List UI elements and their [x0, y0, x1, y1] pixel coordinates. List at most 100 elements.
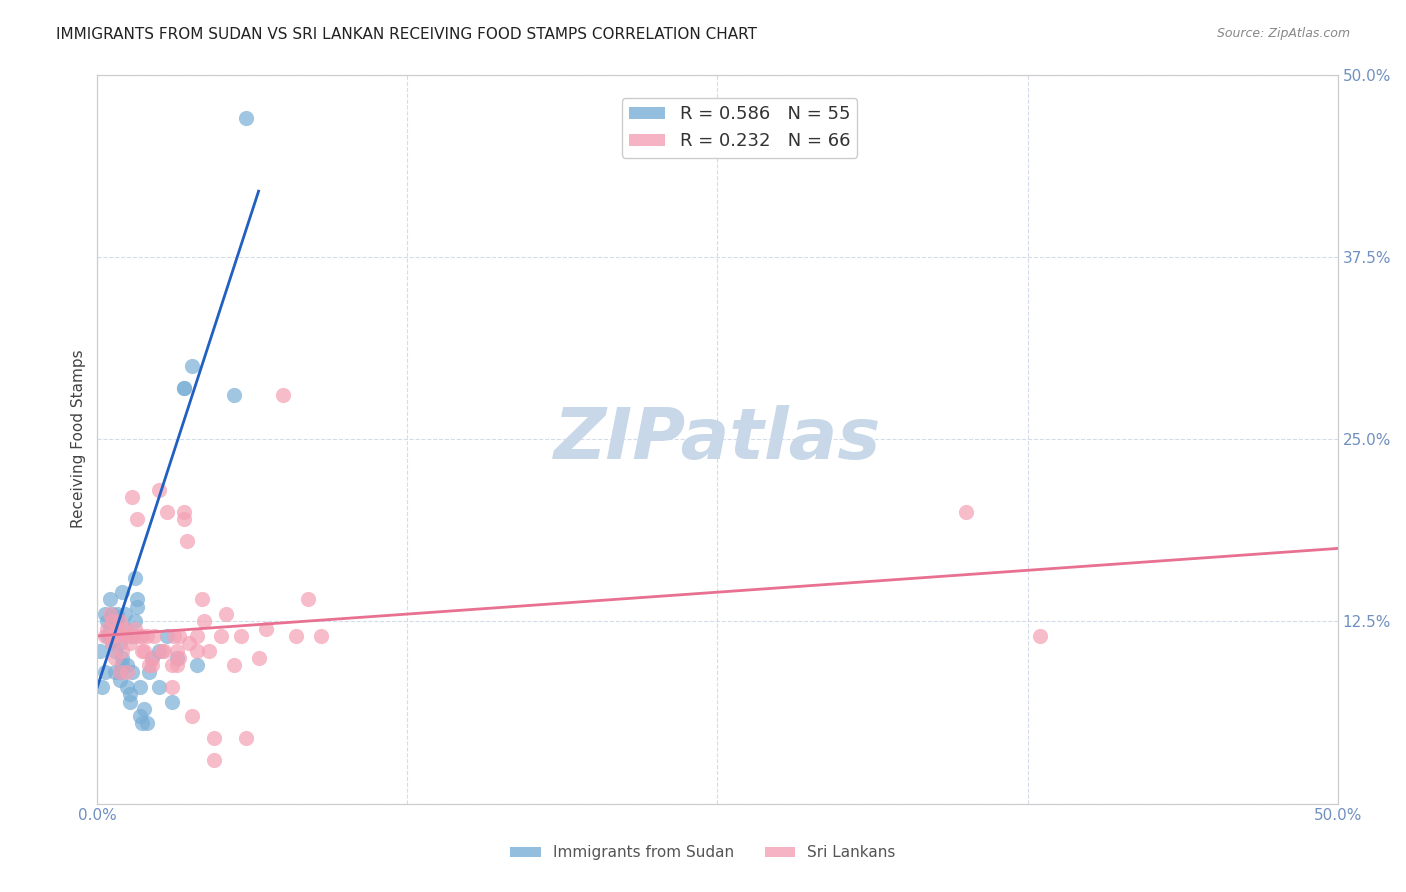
- Point: [101, 636, 124, 650]
- Point: [98, 607, 121, 621]
- Point: [284, 629, 307, 643]
- Point: [118, 694, 141, 708]
- Point: [153, 643, 176, 657]
- Point: [121, 491, 143, 505]
- Text: ZIPatlas: ZIPatlas: [554, 405, 882, 474]
- Point: [108, 636, 131, 650]
- Point: [108, 673, 131, 687]
- Point: [297, 592, 319, 607]
- Point: [108, 665, 131, 680]
- Point: [118, 636, 141, 650]
- Point: [141, 650, 163, 665]
- Point: [104, 629, 127, 643]
- Point: [121, 629, 143, 643]
- Point: [124, 571, 146, 585]
- Point: [108, 665, 131, 680]
- Point: [193, 615, 215, 629]
- Point: [104, 629, 127, 643]
- Point: [167, 650, 190, 665]
- Point: [138, 665, 160, 680]
- Point: [955, 505, 977, 519]
- Point: [166, 650, 188, 665]
- Point: [124, 615, 146, 629]
- Point: [104, 643, 127, 657]
- Point: [94, 607, 117, 621]
- Point: [118, 687, 141, 701]
- Point: [173, 381, 195, 395]
- Point: [98, 592, 121, 607]
- Point: [209, 629, 232, 643]
- Point: [235, 112, 257, 126]
- Text: IMMIGRANTS FROM SUDAN VS SRI LANKAN RECEIVING FOOD STAMPS CORRELATION CHART: IMMIGRANTS FROM SUDAN VS SRI LANKAN RECE…: [56, 27, 758, 42]
- Point: [131, 716, 153, 731]
- Point: [115, 665, 138, 680]
- Point: [124, 622, 146, 636]
- Point: [125, 512, 148, 526]
- Point: [136, 716, 159, 731]
- Point: [134, 643, 156, 657]
- Point: [179, 636, 201, 650]
- Point: [128, 629, 150, 643]
- Point: [231, 629, 253, 643]
- Point: [104, 650, 127, 665]
- Point: [215, 607, 238, 621]
- Point: [148, 680, 170, 694]
- Point: [121, 665, 143, 680]
- Point: [222, 388, 245, 402]
- Point: [105, 622, 128, 636]
- Point: [148, 643, 170, 657]
- Point: [111, 650, 134, 665]
- Y-axis label: Receiving Food Stamps: Receiving Food Stamps: [72, 350, 86, 528]
- Point: [166, 643, 188, 657]
- Point: [148, 483, 170, 497]
- Point: [202, 753, 225, 767]
- Point: [104, 615, 127, 629]
- Point: [91, 680, 114, 694]
- Point: [1029, 629, 1052, 643]
- Point: [105, 622, 128, 636]
- Point: [131, 629, 153, 643]
- Point: [141, 658, 163, 673]
- Point: [235, 731, 257, 745]
- Point: [101, 607, 124, 621]
- Legend: R = 0.586   N = 55, R = 0.232   N = 66: R = 0.586 N = 55, R = 0.232 N = 66: [621, 98, 858, 158]
- Point: [105, 607, 128, 621]
- Point: [156, 505, 179, 519]
- Text: Source: ZipAtlas.com: Source: ZipAtlas.com: [1216, 27, 1350, 40]
- Point: [186, 643, 208, 657]
- Point: [163, 629, 186, 643]
- Point: [138, 658, 160, 673]
- Point: [98, 629, 121, 643]
- Point: [160, 680, 183, 694]
- Point: [247, 650, 270, 665]
- Point: [131, 643, 153, 657]
- Point: [94, 665, 117, 680]
- Point: [94, 629, 117, 643]
- Point: [167, 629, 190, 643]
- Point: [115, 658, 138, 673]
- Point: [180, 359, 202, 373]
- Point: [254, 622, 277, 636]
- Point: [141, 650, 163, 665]
- Point: [114, 622, 136, 636]
- Point: [105, 615, 128, 629]
- Point: [143, 629, 166, 643]
- Point: [273, 388, 295, 402]
- Point: [124, 629, 146, 643]
- Point: [173, 512, 195, 526]
- Point: [202, 731, 225, 745]
- Point: [89, 643, 111, 657]
- Point: [98, 629, 121, 643]
- Point: [173, 381, 195, 395]
- Point: [115, 629, 138, 643]
- Point: [96, 622, 118, 636]
- Point: [166, 658, 188, 673]
- Point: [125, 599, 148, 614]
- Point: [101, 629, 124, 643]
- Point: [104, 665, 127, 680]
- Point: [96, 615, 118, 629]
- Point: [173, 505, 195, 519]
- Point: [101, 636, 124, 650]
- Point: [111, 585, 134, 599]
- Point: [160, 694, 183, 708]
